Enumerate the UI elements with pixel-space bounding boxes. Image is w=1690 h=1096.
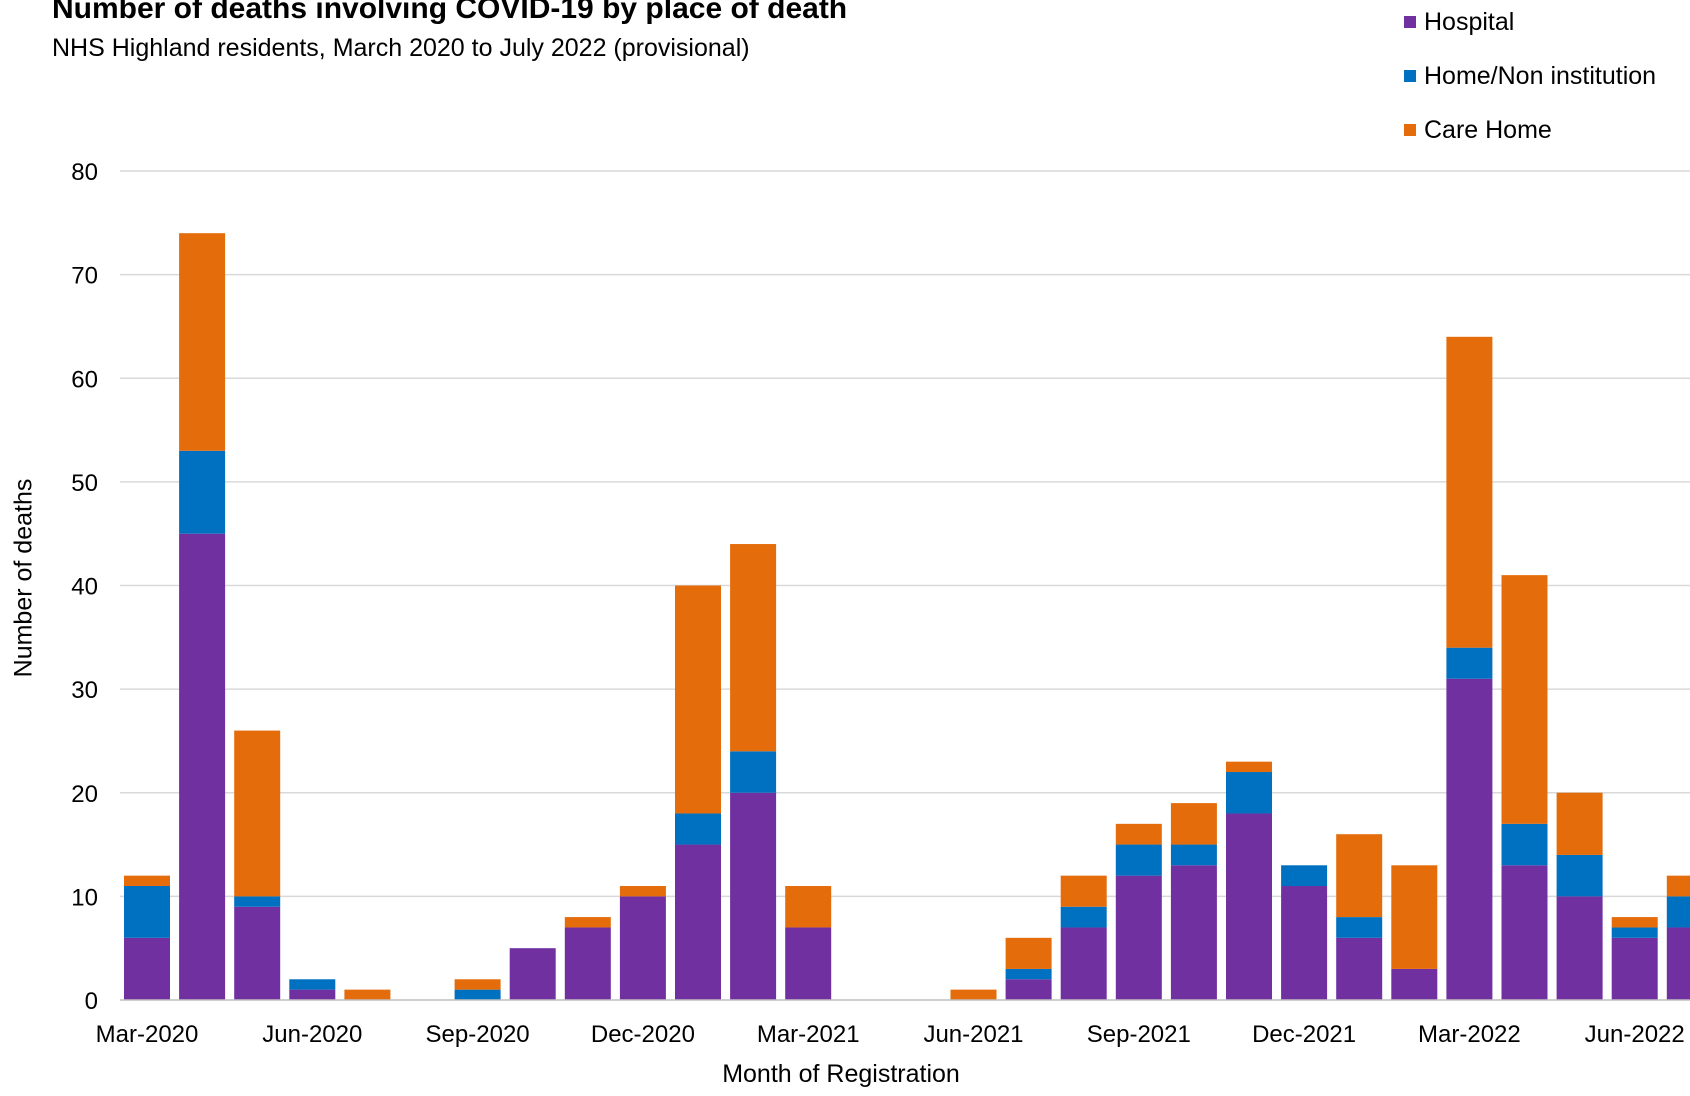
x-tick-label-sep-2020: Sep-2020 bbox=[426, 1021, 530, 1048]
bar-apr-2022-series-0 bbox=[1501, 865, 1548, 1000]
bar-dec-2021-series-1 bbox=[1281, 865, 1328, 887]
bar-oct-2021-series-2 bbox=[1170, 803, 1217, 845]
bar-jan-2021-series-1 bbox=[675, 813, 721, 845]
bar-oct-2021-series-0 bbox=[1170, 865, 1217, 1000]
bar-sep-2020-series-2 bbox=[454, 979, 501, 990]
bar-nov-2021-series-0 bbox=[1226, 813, 1272, 1000]
y-tick-label-80: 80 bbox=[71, 159, 98, 186]
bar-jun-2022-series-0 bbox=[1611, 937, 1658, 1000]
bar-may-2020-series-0 bbox=[234, 906, 281, 1000]
bar-may-2020-series-1 bbox=[234, 896, 281, 907]
bar-jan-2021-series-2 bbox=[675, 585, 721, 814]
bar-may-2022-series-1 bbox=[1556, 854, 1603, 897]
chart-title: Number of deaths involving COVID-19 by p… bbox=[52, 0, 848, 25]
bar-jul-2021-series-2 bbox=[1005, 937, 1052, 969]
bar-apr-2022-series-2 bbox=[1501, 575, 1548, 824]
bar-aug-2021-series-0 bbox=[1060, 927, 1107, 1000]
x-tick-label-mar-2020: Mar-2020 bbox=[96, 1021, 199, 1048]
bar-jan-2022-series-0 bbox=[1336, 937, 1383, 1000]
bar-jul-2021-series-0 bbox=[1005, 979, 1052, 1000]
bar-dec-2021-series-0 bbox=[1281, 886, 1328, 1000]
y-tick-label-10: 10 bbox=[71, 884, 98, 911]
bar-may-2022-series-0 bbox=[1556, 896, 1603, 1000]
bar-apr-2020-series-0 bbox=[179, 533, 226, 1000]
bar-nov-2021-series-2 bbox=[1226, 761, 1272, 773]
bar-dec-2020-series-2 bbox=[619, 886, 666, 897]
bar-feb-2022-series-2 bbox=[1391, 865, 1438, 969]
y-tick-label-70: 70 bbox=[71, 263, 98, 290]
y-tick-label-40: 40 bbox=[71, 574, 98, 601]
bar-feb-2021-series-0 bbox=[730, 792, 777, 1000]
y-tick-label-0: 0 bbox=[85, 988, 98, 1015]
legend-swatch-care-home bbox=[1404, 124, 1416, 136]
x-tick-label-jun-2020: Jun-2020 bbox=[262, 1021, 362, 1048]
bar-jun-2021-series-2 bbox=[950, 989, 997, 1000]
bar-aug-2021-series-2 bbox=[1060, 875, 1107, 907]
x-tick-label-dec-2020: Dec-2020 bbox=[591, 1021, 695, 1048]
bar-oct-2020-series-0 bbox=[509, 948, 556, 1000]
bar-sep-2021-series-0 bbox=[1115, 875, 1162, 1000]
bar-nov-2020-series-0 bbox=[564, 927, 611, 1000]
bar-sep-2020-series-1 bbox=[454, 989, 501, 1000]
chart-subtitle: NHS Highland residents, March 2020 to Ju… bbox=[52, 34, 750, 62]
bar-feb-2021-series-2 bbox=[730, 544, 777, 752]
bar-jul-2022-series-1 bbox=[1666, 896, 1690, 928]
y-tick-label-50: 50 bbox=[71, 470, 98, 497]
bar-nov-2021-series-1 bbox=[1226, 772, 1272, 814]
bar-aug-2021-series-1 bbox=[1060, 906, 1107, 928]
x-tick-label-dec-2021: Dec-2021 bbox=[1252, 1021, 1356, 1048]
bar-jul-2021-series-1 bbox=[1005, 968, 1052, 980]
bar-mar-2022-series-0 bbox=[1446, 678, 1493, 1000]
bar-jun-2020-series-1 bbox=[289, 979, 336, 990]
legend-swatch-hospital bbox=[1404, 16, 1416, 28]
bar-jun-2020-series-0 bbox=[289, 989, 336, 1000]
bar-jan-2021-series-0 bbox=[675, 844, 721, 1000]
bar-mar-2020-series-2 bbox=[124, 875, 170, 887]
legend-swatch-home bbox=[1404, 70, 1416, 82]
bar-feb-2021-series-1 bbox=[730, 751, 777, 793]
bar-mar-2020-series-0 bbox=[124, 937, 170, 1000]
bar-jul-2022-series-2 bbox=[1666, 875, 1690, 897]
bar-jun-2022-series-1 bbox=[1611, 927, 1658, 938]
bar-mar-2020-series-1 bbox=[124, 886, 170, 938]
bar-mar-2022-series-1 bbox=[1446, 647, 1493, 679]
bar-sep-2021-series-2 bbox=[1115, 823, 1162, 845]
bar-may-2020-series-2 bbox=[234, 730, 281, 897]
bar-may-2022-series-2 bbox=[1556, 792, 1603, 855]
y-tick-label-20: 20 bbox=[71, 781, 98, 808]
bar-mar-2021-series-2 bbox=[785, 886, 832, 928]
bar-sep-2021-series-1 bbox=[1115, 844, 1162, 876]
bar-jun-2022-series-2 bbox=[1611, 917, 1658, 928]
bar-dec-2020-series-0 bbox=[619, 896, 666, 1000]
legend-label-hospital: Hospital bbox=[1424, 8, 1515, 36]
x-tick-label-mar-2021: Mar-2021 bbox=[757, 1021, 860, 1048]
x-tick-label-jun-2021: Jun-2021 bbox=[923, 1021, 1023, 1048]
legend-label-care-home: Care Home bbox=[1424, 116, 1552, 144]
bar-nov-2020-series-2 bbox=[564, 917, 611, 928]
bar-jul-2020-series-2 bbox=[344, 989, 391, 1000]
y-tick-label-30: 30 bbox=[71, 677, 98, 704]
y-tick-label-60: 60 bbox=[71, 366, 98, 393]
x-tick-label-mar-2022: Mar-2022 bbox=[1418, 1021, 1521, 1048]
bar-apr-2020-series-2 bbox=[179, 233, 226, 451]
legend-label-home: Home/Non institution bbox=[1424, 62, 1657, 90]
x-tick-label-sep-2021: Sep-2021 bbox=[1087, 1021, 1191, 1048]
x-axis-label: Month of Registration bbox=[722, 1060, 960, 1088]
bar-oct-2021-series-1 bbox=[1170, 844, 1217, 866]
bar-apr-2022-series-1 bbox=[1501, 823, 1548, 866]
bar-jul-2022-series-0 bbox=[1666, 927, 1690, 1000]
bar-apr-2020-series-1 bbox=[179, 450, 226, 534]
bar-feb-2022-series-0 bbox=[1391, 968, 1438, 1000]
bar-jan-2022-series-1 bbox=[1336, 917, 1383, 938]
bar-jan-2022-series-2 bbox=[1336, 834, 1383, 918]
x-tick-label-jun-2022: Jun-2022 bbox=[1585, 1021, 1685, 1048]
bar-mar-2021-series-0 bbox=[785, 927, 832, 1000]
bar-mar-2022-series-2 bbox=[1446, 336, 1493, 648]
